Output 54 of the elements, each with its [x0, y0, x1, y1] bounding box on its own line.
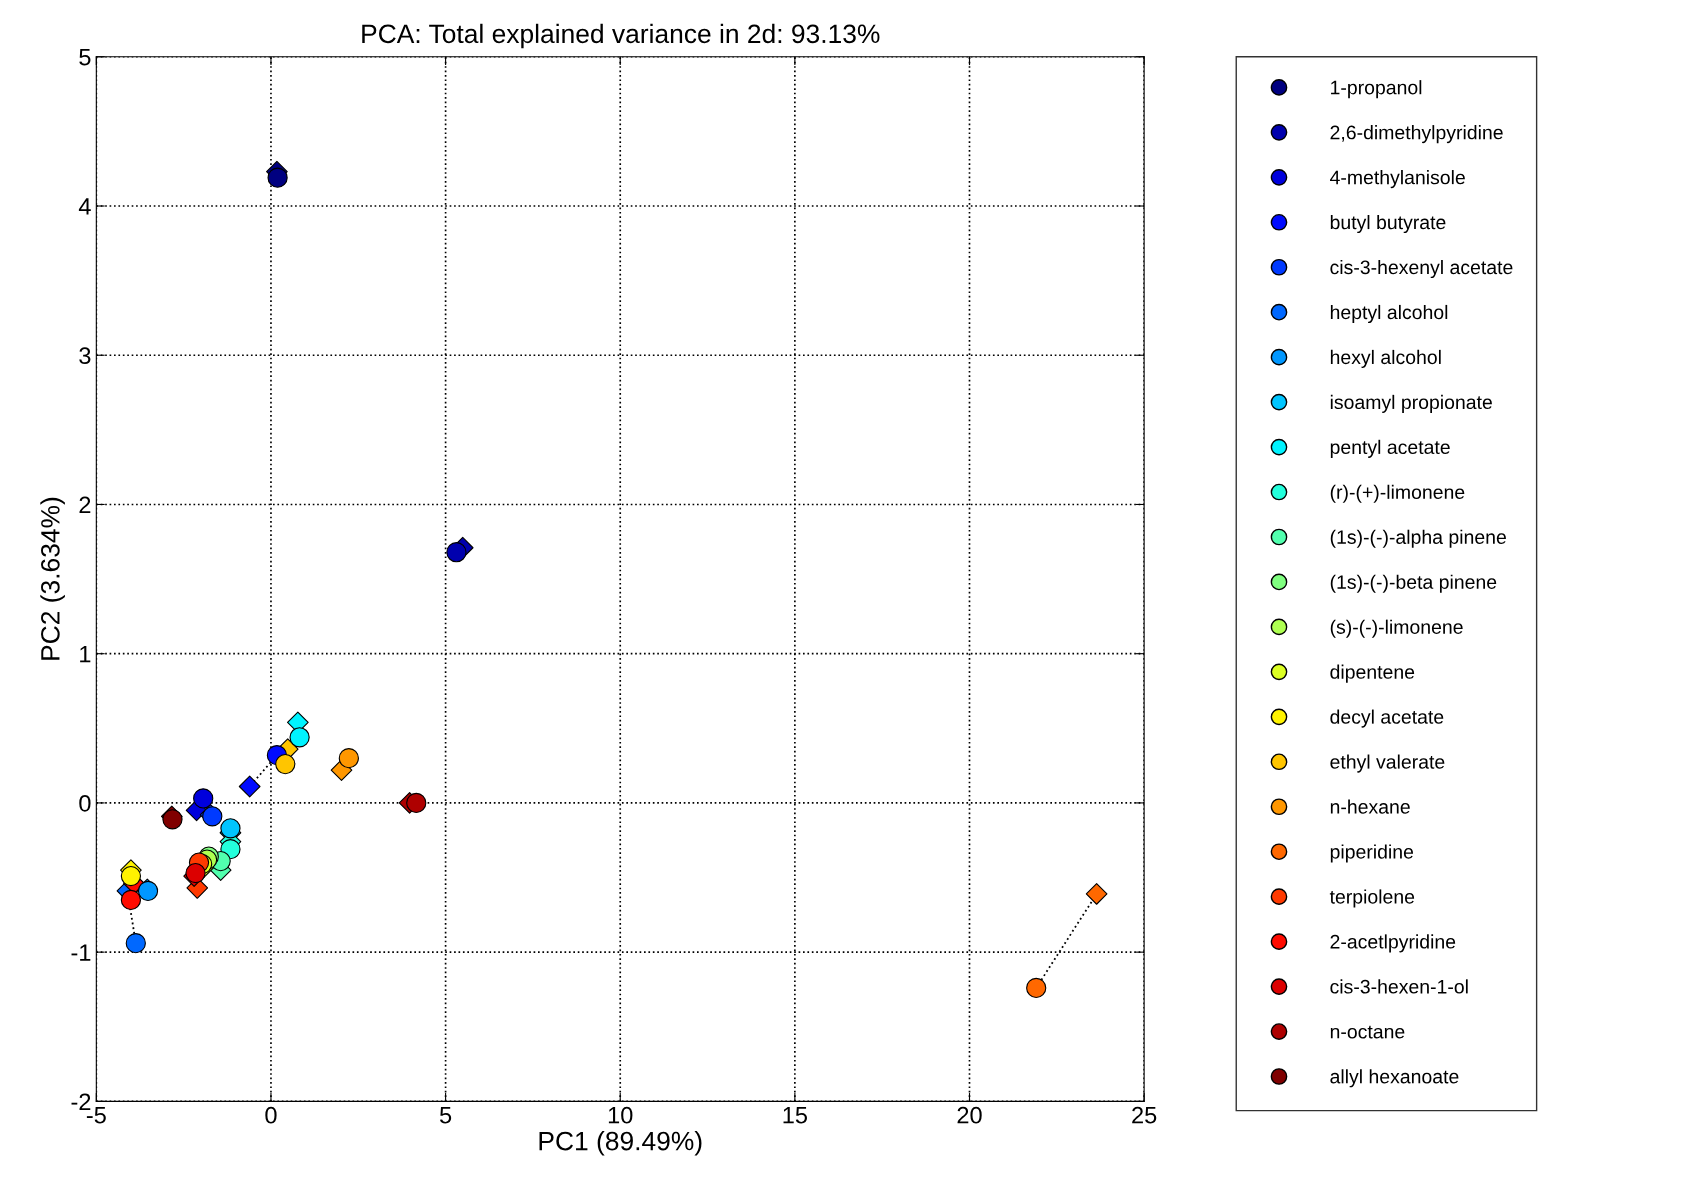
- y-tick-label: 4: [78, 198, 91, 215]
- legend-label: ethyl valerate: [1330, 754, 1445, 773]
- point: [125, 933, 146, 954]
- legend-label: (1s)-(-)-alpha pinene: [1330, 529, 1506, 548]
- point: [162, 809, 183, 830]
- legend-label: decyl acetate: [1330, 709, 1444, 728]
- legend-label: pentyl acetate: [1330, 439, 1450, 458]
- legend-label: n-octane: [1330, 1025, 1405, 1039]
- y-tick-label: 5: [79, 49, 91, 66]
- y-tick-label: -1: [71, 944, 91, 961]
- point: [446, 542, 467, 563]
- x-tick-label: 5: [439, 1107, 452, 1124]
- x-axis-title: PC1 (89.49%): [539, 1131, 702, 1156]
- point: [193, 788, 214, 809]
- legend-label: n-hexane: [1330, 799, 1410, 814]
- legend-label: hexyl alcohol: [1330, 349, 1441, 368]
- legend-label: butyl butyrate: [1330, 214, 1446, 234]
- y-axis-title: PC2 (3.634%): [40, 497, 65, 660]
- legend-label: piperidine: [1330, 844, 1414, 863]
- x-tick-label: 0: [265, 1106, 277, 1124]
- x-tick-label: 15: [783, 1107, 808, 1124]
- y-tick-label: 2: [79, 496, 91, 514]
- point: [338, 748, 359, 769]
- legend-label: (1s)-(-)-beta pinene: [1330, 574, 1497, 593]
- point: [406, 792, 427, 814]
- y-tick-label: 0: [79, 794, 91, 812]
- x-tick-label: 25: [1132, 1106, 1157, 1124]
- x-tick-label: 10: [608, 1106, 633, 1124]
- point: [238, 775, 261, 798]
- y-tick-label: 1: [80, 646, 91, 663]
- legend-label: 2-acetlpyridine: [1330, 934, 1456, 953]
- x-tick-label: 20: [957, 1106, 982, 1124]
- point: [289, 727, 310, 748]
- legend-label: 1-propanol: [1331, 80, 1422, 99]
- legend-label: allyl hexanoate: [1330, 1069, 1459, 1088]
- legend-label: (r)-(+)-limonene: [1330, 484, 1465, 503]
- point: [1026, 977, 1047, 999]
- legend-label: 2,6-dimethylpyridine: [1330, 125, 1503, 144]
- point: [267, 167, 288, 188]
- legend-label: terpiolene: [1329, 889, 1415, 908]
- legend-label: (s)-(-)-limonene: [1330, 619, 1463, 638]
- point: [220, 818, 241, 839]
- point: [1085, 883, 1108, 905]
- point: [120, 865, 142, 887]
- legend-label: 4-methylanisole: [1330, 170, 1465, 189]
- legend-label: cis-3-hexen-1-ol: [1330, 979, 1468, 994]
- chart-title: PCA: Total explained variance in 2d: 93.13%: [362, 23, 880, 49]
- legend-label: isoamyl propionate: [1330, 394, 1492, 413]
- legend-label: heptyl alcohol: [1330, 304, 1448, 324]
- y-tick-label: 3: [79, 347, 91, 365]
- legend-label: dipentene: [1330, 664, 1415, 683]
- point: [275, 753, 296, 775]
- point: [120, 889, 142, 911]
- legend-label: cis-3-hexenyl acetate: [1330, 259, 1513, 279]
